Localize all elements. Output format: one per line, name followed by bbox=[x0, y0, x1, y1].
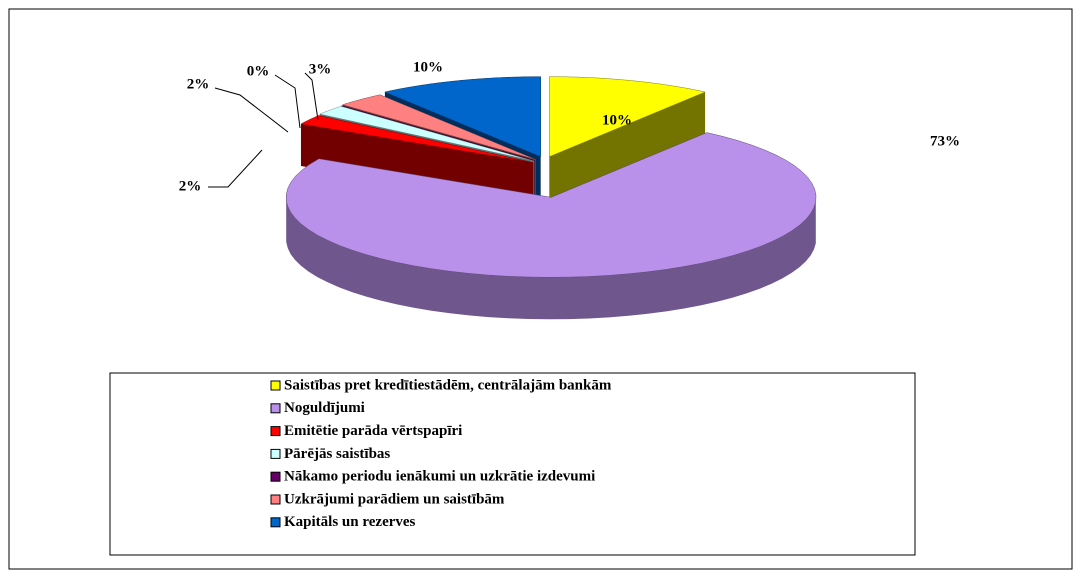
data-label: 10% bbox=[602, 112, 632, 128]
legend-label: Saistības pret kredītiestādēm, centrālaj… bbox=[284, 377, 612, 393]
legend-label: Uzkrājumi parādiem un saistībām bbox=[284, 491, 505, 507]
slice bbox=[300, 115, 534, 205]
legend-label: Emitētie parāda vērtspapīri bbox=[284, 423, 462, 439]
slice-top bbox=[341, 105, 535, 161]
slice bbox=[549, 76, 706, 199]
slice-top bbox=[342, 94, 536, 160]
legend-label: Noguldījumi bbox=[284, 400, 365, 416]
legend-swatch bbox=[270, 494, 281, 505]
legend-swatch bbox=[270, 403, 281, 414]
slice-top bbox=[319, 106, 535, 162]
slice-top bbox=[300, 115, 534, 163]
legend-label: Nākamo periodu ienākumi un uzkrātie izde… bbox=[284, 469, 595, 485]
legend-swatch bbox=[270, 426, 281, 437]
data-label: 10% bbox=[413, 59, 443, 75]
slice-edge bbox=[549, 91, 706, 199]
legend-label: Kapitāls un rezerves bbox=[284, 514, 416, 530]
legend-swatch bbox=[270, 517, 281, 528]
legend-swatch bbox=[270, 471, 281, 482]
leader-line bbox=[274, 74, 301, 129]
data-label: 0% bbox=[247, 63, 270, 79]
leader-line bbox=[208, 149, 263, 188]
leader-line bbox=[304, 72, 319, 121]
slice-top bbox=[384, 76, 541, 158]
data-label: 2% bbox=[187, 76, 210, 92]
data-label: 2% bbox=[179, 178, 202, 194]
slice-edge bbox=[318, 115, 534, 205]
leader-line bbox=[214, 87, 289, 133]
data-label: 73% bbox=[930, 133, 960, 149]
slice-top bbox=[285, 132, 817, 278]
slice-top bbox=[549, 76, 706, 158]
legend-box bbox=[109, 372, 916, 556]
slice-side bbox=[286, 199, 816, 320]
data-label: 3% bbox=[309, 61, 332, 77]
legend-swatch bbox=[270, 448, 281, 459]
legend-label: Pārējās saistības bbox=[284, 446, 390, 462]
legend-swatch bbox=[270, 380, 281, 391]
slice bbox=[285, 132, 817, 320]
